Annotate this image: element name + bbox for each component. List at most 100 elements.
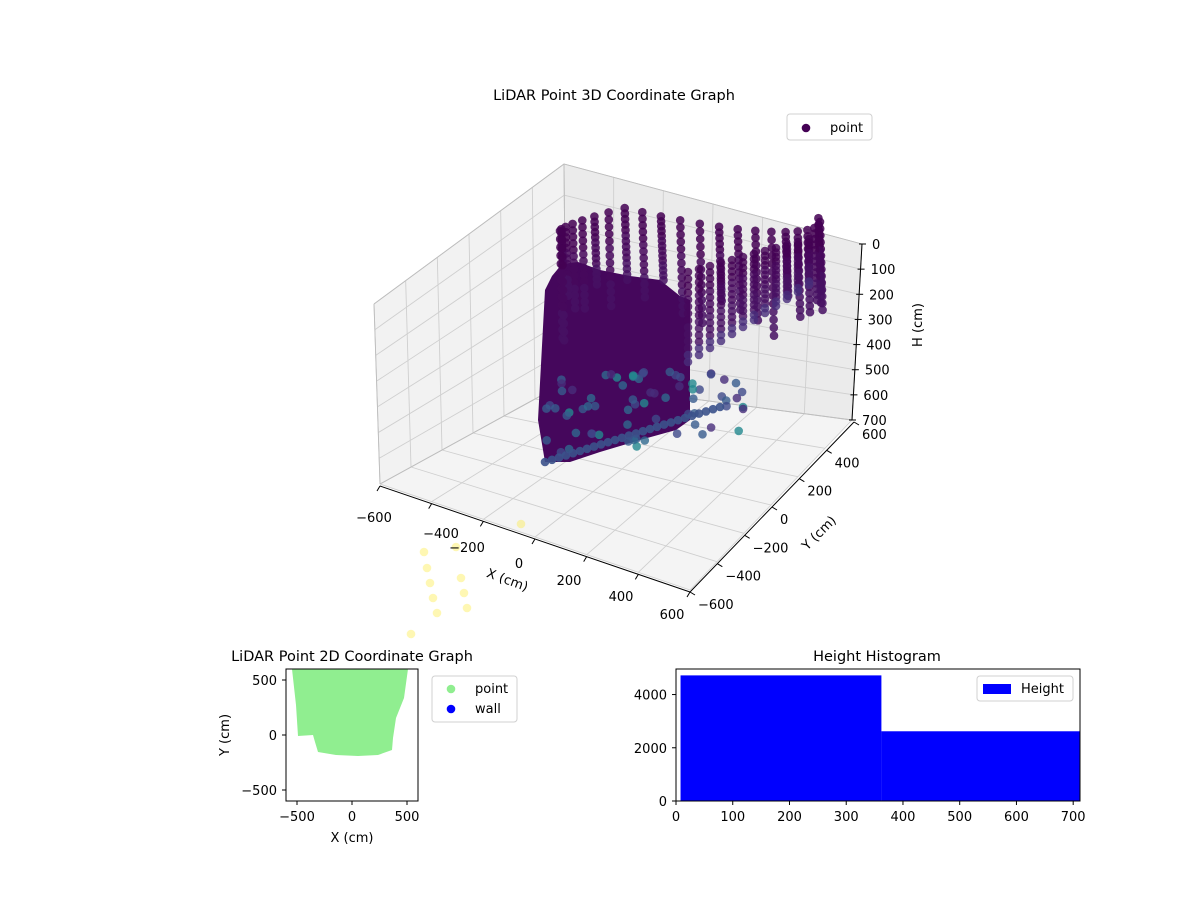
point-3d xyxy=(705,261,715,271)
x-tick-label-histogram: 500 xyxy=(947,810,972,825)
point-3d xyxy=(694,409,704,418)
point-3d xyxy=(690,420,700,429)
point-3d xyxy=(639,240,648,250)
ticks-2d: −500 0 500 500 0 −500 xyxy=(241,674,419,825)
point-3d xyxy=(580,304,590,313)
point-3d xyxy=(604,208,613,217)
point-3d xyxy=(558,269,567,278)
histogram-bars xyxy=(680,675,1080,801)
point-3d xyxy=(805,295,814,304)
point-3d xyxy=(578,243,588,252)
y-tick-3d xyxy=(799,478,805,483)
point-3d xyxy=(705,318,715,328)
point-3d xyxy=(569,258,579,268)
point-3d xyxy=(694,350,704,360)
chart-2d-title: LiDAR Point 2D Coordinate Graph xyxy=(231,649,473,665)
outlier-point-3d xyxy=(425,578,435,588)
chart-3d: LiDAR Point 3D Coordinate Graph −600 −400… xyxy=(356,88,926,639)
point-3d xyxy=(804,280,814,290)
point-3d xyxy=(578,216,587,225)
point-3d xyxy=(716,258,726,268)
point-3d xyxy=(661,393,670,403)
point-3d xyxy=(683,336,693,346)
outlier-point-3d xyxy=(432,608,442,618)
point-3d xyxy=(733,231,743,240)
point-3d xyxy=(578,236,588,245)
point-3d xyxy=(694,311,704,320)
point-3d xyxy=(716,324,726,334)
x-tick-3d xyxy=(686,591,691,598)
point-3d xyxy=(683,323,693,332)
z-tick-label-3d: 0 xyxy=(872,238,880,253)
point-3d xyxy=(580,290,589,300)
x-tick-label-3d: −400 xyxy=(423,527,459,542)
point-3d xyxy=(590,401,600,411)
y-tick-label-2d: −500 xyxy=(241,784,277,799)
point-3d xyxy=(722,401,731,411)
point-3d xyxy=(715,402,725,412)
point-3d xyxy=(716,270,726,280)
point-3d xyxy=(683,295,693,305)
y-tick-label-3d: −200 xyxy=(753,541,789,556)
point-3d xyxy=(570,284,579,294)
point-3d xyxy=(557,244,567,253)
point-3d xyxy=(570,304,580,313)
point-3d xyxy=(659,420,669,429)
point-3d xyxy=(610,435,620,445)
point-3d xyxy=(727,329,737,339)
point-3d xyxy=(592,280,602,289)
point-3d xyxy=(638,207,647,217)
y-tick-3d xyxy=(744,534,750,539)
point-3d xyxy=(683,288,693,298)
point-3d xyxy=(557,379,566,388)
point-3d xyxy=(578,222,587,232)
point-3d xyxy=(716,312,726,322)
x-tick-label-histogram: 400 xyxy=(891,810,916,825)
point-3d xyxy=(782,294,792,304)
y-tick-3d xyxy=(853,421,860,426)
legend-3d-label: point xyxy=(830,121,863,136)
point-3d xyxy=(676,230,685,239)
point-3d xyxy=(694,297,704,307)
point-3d xyxy=(716,276,726,286)
outlier-point-3d xyxy=(406,629,416,639)
x-tick-label-2d: −500 xyxy=(279,810,315,825)
point-3d xyxy=(605,236,614,246)
point-3d xyxy=(767,227,776,237)
point-3d xyxy=(606,272,615,282)
point-3d xyxy=(796,312,805,322)
point-3d xyxy=(623,420,632,429)
x-tick-3d xyxy=(531,538,536,545)
point-3d xyxy=(575,446,585,456)
point-3d xyxy=(683,343,693,353)
x-tick-label-histogram: 200 xyxy=(777,810,802,825)
point-3d xyxy=(751,240,760,249)
x-tick-3d xyxy=(376,485,381,492)
point-3d xyxy=(604,222,614,232)
y-tick-label-2d: 500 xyxy=(252,674,277,689)
point-3d xyxy=(605,251,615,260)
point-3d xyxy=(812,295,822,305)
point-3d xyxy=(733,237,743,246)
point-3d xyxy=(720,375,729,384)
point-3d xyxy=(604,215,614,224)
point-3d xyxy=(694,271,704,280)
point-3d xyxy=(557,227,566,237)
point-3d xyxy=(769,331,779,341)
point-3d xyxy=(623,405,633,415)
point-3d xyxy=(559,319,569,328)
point-3d xyxy=(694,264,704,274)
point-3d xyxy=(694,324,704,333)
point-3d xyxy=(651,414,661,424)
x-tick-label-2d: 0 xyxy=(348,810,356,825)
point-3d xyxy=(689,394,698,404)
point-3d xyxy=(638,426,648,436)
point-3d xyxy=(618,381,628,390)
legend-3d-frame xyxy=(786,113,873,141)
point-3d xyxy=(751,226,760,236)
point-3d xyxy=(683,274,693,284)
x-tick-label-histogram: 100 xyxy=(720,810,745,825)
outlier-point-3d xyxy=(419,547,429,557)
point-3d xyxy=(805,301,815,311)
point-3d xyxy=(624,431,634,440)
